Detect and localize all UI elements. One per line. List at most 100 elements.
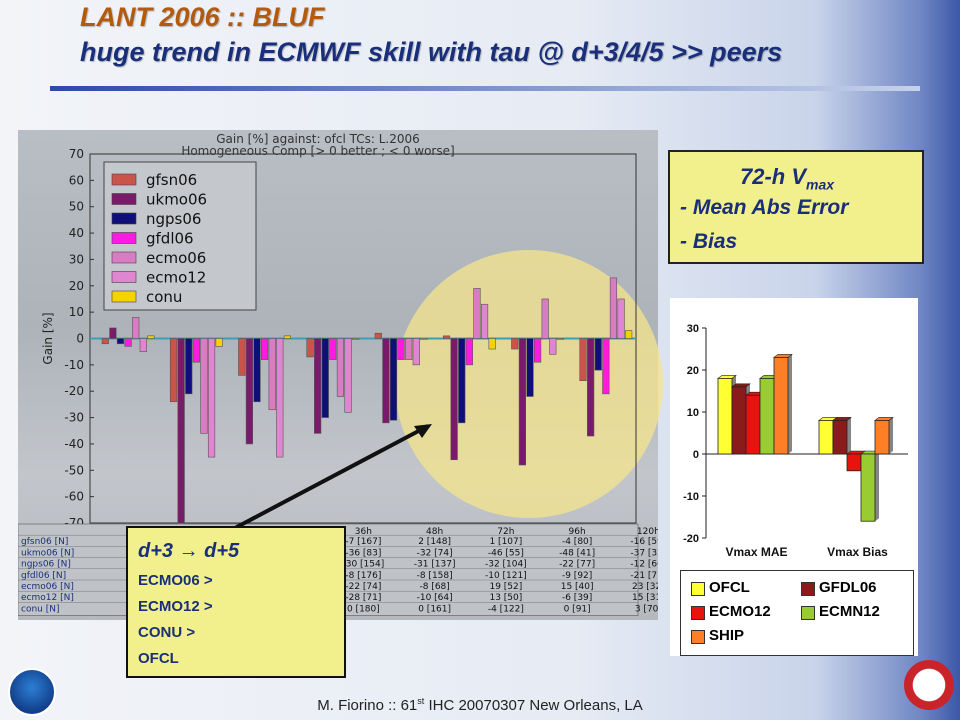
table-col-header: 96h: [569, 527, 586, 537]
table-cell: -10 [64]: [417, 593, 453, 603]
callout-line-2: ECMO12 >: [138, 598, 213, 615]
bar-ngps06-24h: [253, 338, 261, 403]
legend-swatch-ukmo06: [111, 193, 137, 205]
table-cell: -22 [74]: [345, 582, 381, 592]
vmax-bar-SHIP-1: [874, 420, 890, 455]
title-rule: [50, 86, 920, 91]
bar-conu-120h: [625, 330, 633, 339]
bar-ukmo06-36h: [314, 338, 322, 434]
bar-gfdl06-24h: [261, 338, 269, 360]
vmax-bar-chart: 30 20 10 0 -10 -20 Vmax MAE Vmax Bias: [683, 323, 908, 559]
y-tick-label: -30: [64, 411, 84, 425]
vmax-legend-swatch-ecmn12: [801, 606, 815, 620]
y-tick-label: -40: [64, 437, 84, 451]
bar-conu-24h: [283, 335, 292, 339]
bar-ecmo06-12h: [200, 338, 208, 434]
bar-conu-12h: [215, 338, 223, 347]
y-tick-label: 30: [69, 252, 84, 266]
table-col-header: 48h: [426, 527, 443, 537]
bar-ecmo12-120h: [617, 298, 625, 339]
bar-ukmo06-72h: [450, 338, 458, 461]
bar-ukmo06-48h: [382, 338, 390, 424]
bar-ukmo06-96h: [518, 338, 527, 466]
bar-ukmo06-24h: [245, 338, 254, 445]
table-cell: 23 [32]: [632, 582, 658, 592]
info-box-line-bias: - Bias: [680, 230, 738, 253]
bar-ngps06-0: [116, 338, 125, 345]
bar-gfdl06-12h: [192, 338, 200, 363]
callout-heading: d+3 → d+5: [138, 540, 240, 562]
bar-ngps06-48h: [389, 338, 398, 421]
bar-ukmo06-0: [109, 327, 117, 339]
vmax-legend-swatch-ofcl: [691, 582, 705, 596]
vmax-bar-SHIP-0: [773, 357, 789, 455]
bar-ukmo06-120h: [587, 338, 595, 437]
vmax-bar-side-SHIP: [889, 417, 893, 454]
bar-gfdl06-72h: [465, 338, 473, 366]
bar-gfsn06-12h: [169, 338, 178, 403]
bar-ecmo12-24h: [276, 338, 284, 458]
vmax-category-label: Vmax Bias: [827, 545, 888, 559]
table-cell: 0 [161]: [418, 604, 451, 614]
y-tick-label: 0: [76, 332, 84, 346]
bar-ecmo06-24h: [268, 338, 276, 410]
legend-label-ngps06: ngps06: [146, 210, 201, 228]
y-tick-label: 20: [69, 279, 84, 293]
slide-subtitle: huge trend in ECMWF skill with tau @ d+3…: [80, 37, 783, 67]
bar-gfdl06-0: [124, 338, 132, 347]
bar-gfsn06-36h: [306, 338, 314, 358]
legend-label-gfsn06: gfsn06: [146, 171, 197, 189]
bar-ngps06-96h: [526, 338, 534, 397]
legend-swatch-ngps06: [111, 212, 137, 225]
vmax-y-tick-label: -20: [683, 533, 699, 545]
vmax-bar-side-ECMN12: [875, 451, 879, 522]
bar-ecmo06-0: [132, 317, 140, 339]
table-cell: 15 [40]: [561, 582, 594, 592]
vmax-y-tick-label: 0: [693, 449, 699, 461]
legend-swatch-gfdl06: [111, 232, 137, 244]
vmax-category-label: Vmax MAE: [725, 545, 787, 559]
legend-label-ukmo06: ukmo06: [146, 191, 207, 209]
callout-line-4: OFCL: [138, 650, 179, 667]
table-row-label: ecmo06 [N]: [21, 582, 74, 592]
bar-gfdl06-48h: [397, 338, 405, 360]
table-cell: -22 [77]: [559, 560, 595, 570]
slide-title: LANT 2006 :: BLUF: [80, 2, 325, 32]
vmax-y-tick-label: 10: [687, 407, 699, 419]
table-row-label: ecmo12 [N]: [21, 593, 74, 603]
table-cell: -7 [167]: [345, 537, 381, 547]
vmax-legend-swatch-ship: [691, 630, 705, 644]
table-cell: -21 [71]: [630, 571, 658, 581]
table-cell: -46 [55]: [488, 548, 524, 558]
table-cell: -10 [121]: [485, 571, 527, 581]
noaa-logo: [8, 668, 56, 716]
callout-line-3: CONU >: [138, 624, 196, 641]
bar-gfsn06-120h: [579, 338, 587, 381]
table-cell: -8 [68]: [419, 582, 449, 592]
table-cell: -12 [60]: [630, 560, 658, 570]
bar-conu-96h: [556, 338, 564, 340]
legend-swatch-ecmo12: [111, 271, 137, 283]
y-tick-label: 70: [69, 147, 84, 161]
y-tick-label: -10: [64, 358, 84, 372]
bar-ecmo12-0: [139, 338, 147, 352]
bar-ngps06-120h: [594, 338, 602, 371]
table-cell: -48 [41]: [559, 548, 595, 558]
table-cell: -37 [32]: [630, 548, 658, 558]
table-cell: -4 [80]: [562, 537, 592, 547]
legend-label-gfdl06: gfdl06: [146, 230, 194, 248]
info-box: 72-h Vmax - Mean Abs Error - Bias: [668, 150, 924, 264]
y-tick-label: -20: [64, 384, 84, 398]
bar-ecmo06-48h: [405, 338, 413, 360]
y-tick-label: 10: [69, 305, 84, 319]
vmax-y-tick-label: 20: [687, 365, 699, 377]
table-cell: 13 [50]: [489, 593, 522, 603]
bar-gfsn06-24h: [238, 338, 246, 376]
table-row-label: gfsn06 [N]: [21, 537, 68, 547]
bar-ecmo12-96h: [549, 338, 557, 355]
table-col-header: 120h: [637, 527, 658, 537]
vmax-bar-side-GFDL06: [847, 417, 851, 454]
table-col-header: 72h: [497, 527, 514, 537]
bar-ecmo06-72h: [473, 288, 481, 339]
